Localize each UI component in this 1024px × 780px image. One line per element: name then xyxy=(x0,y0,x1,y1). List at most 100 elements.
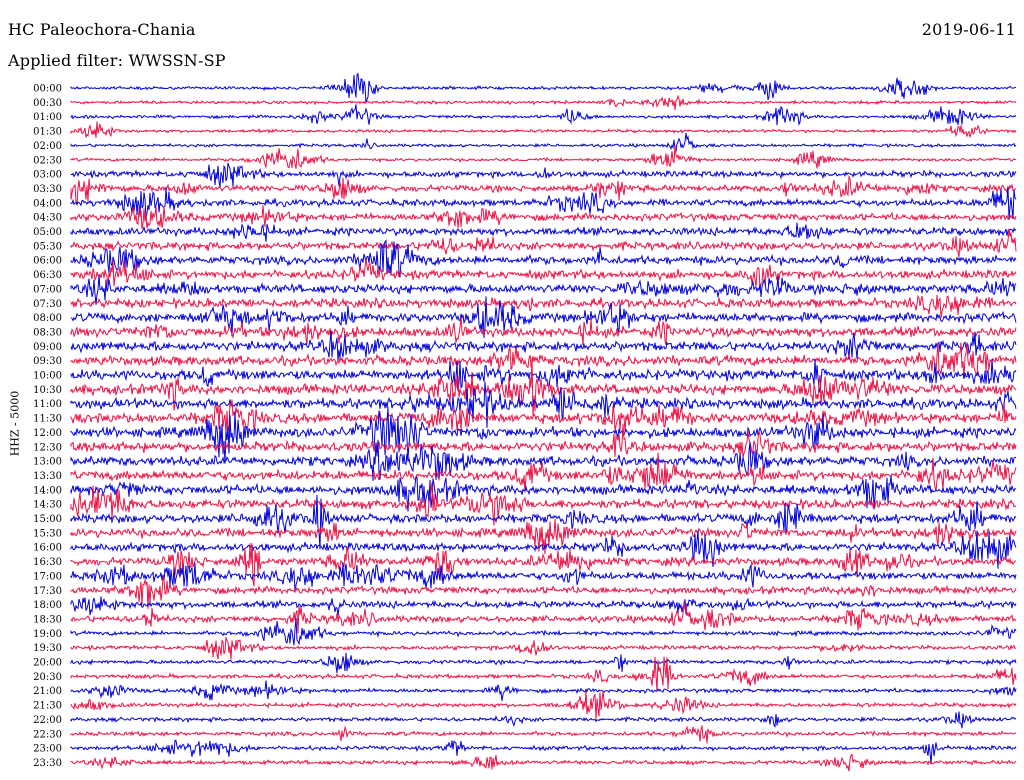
time-tick-label: 14:00 xyxy=(33,485,62,496)
trace-line xyxy=(70,94,1017,111)
time-tick-label: 02:00 xyxy=(33,141,62,152)
trace-line xyxy=(70,739,1017,765)
trace-line xyxy=(70,186,1017,220)
time-tick-label: 10:30 xyxy=(33,385,62,396)
time-tick-label: 01:30 xyxy=(33,127,62,138)
trace-line xyxy=(70,482,1017,526)
trace-line xyxy=(70,475,1016,512)
trace-line xyxy=(70,596,1017,616)
time-tick-label: 07:00 xyxy=(33,284,62,295)
time-tick-label: 10:00 xyxy=(33,371,62,382)
time-tick-label: 05:00 xyxy=(33,227,62,238)
trace-line xyxy=(70,575,1017,609)
trace-line xyxy=(70,258,1017,290)
trace-line xyxy=(70,407,1017,464)
trace-line xyxy=(70,132,1017,153)
trace-line xyxy=(70,618,1017,646)
time-tick-label: 03:30 xyxy=(33,184,62,195)
time-tick-label: 04:00 xyxy=(33,198,62,209)
time-tick-label: 15:30 xyxy=(33,528,62,539)
time-tick-label: 00:00 xyxy=(33,84,62,95)
time-tick-label: 22:00 xyxy=(33,715,62,726)
time-tick-label: 11:00 xyxy=(33,399,62,410)
time-tick-label: 22:30 xyxy=(33,729,62,740)
trace-line xyxy=(70,680,1017,702)
recording-date: 2019-06-11 xyxy=(921,20,1016,39)
time-tick-label: 04:30 xyxy=(33,213,62,224)
time-tick-label: 02:30 xyxy=(33,155,62,166)
time-tick-label: 18:00 xyxy=(33,600,62,611)
trace-line xyxy=(70,711,1017,729)
time-tick-label: 11:30 xyxy=(33,414,62,425)
time-tick-label: 19:30 xyxy=(33,643,62,654)
time-tick-label: 15:00 xyxy=(33,514,62,525)
time-tick-label: 23:30 xyxy=(33,758,62,769)
time-tick-label: 00:30 xyxy=(33,98,62,109)
traces-group xyxy=(70,72,1017,772)
trace-line xyxy=(70,357,1017,417)
trace-line xyxy=(70,358,1017,393)
time-tick-label: 06:00 xyxy=(33,256,62,267)
trace-line xyxy=(70,652,1017,673)
time-tick-label: 18:30 xyxy=(33,614,62,625)
time-tick-label: 16:30 xyxy=(33,557,62,568)
time-tick-label: 09:30 xyxy=(33,356,62,367)
time-tick-label: 17:30 xyxy=(33,586,62,597)
trace-line xyxy=(70,423,1017,459)
time-tick-label: 12:30 xyxy=(33,442,62,453)
time-tick-label: 21:30 xyxy=(33,701,62,712)
time-tick-label: 12:00 xyxy=(33,428,62,439)
trace-line xyxy=(70,656,1017,692)
trace-line xyxy=(70,145,1017,169)
filter-label: Applied filter: WWSSN-SP xyxy=(8,51,226,70)
trace-line xyxy=(70,239,1017,278)
trace-line xyxy=(70,601,1017,634)
time-tick-label: 21:00 xyxy=(33,686,62,697)
time-tick-label: 14:30 xyxy=(33,500,62,511)
time-tick-label: 20:30 xyxy=(33,672,62,683)
time-tick-label: 13:00 xyxy=(33,457,62,468)
trace-line xyxy=(70,274,1017,305)
trace-line xyxy=(70,543,1017,587)
time-tick-label: 01:00 xyxy=(33,112,62,123)
trace-line xyxy=(70,690,1017,720)
time-tick-label: 05:30 xyxy=(33,241,62,252)
time-tick-label: 19:00 xyxy=(33,629,62,640)
time-tick-label: 09:00 xyxy=(33,342,62,353)
trace-line xyxy=(70,381,1017,428)
trace-line xyxy=(70,439,1017,481)
time-tick-label: 08:30 xyxy=(33,327,62,338)
trace-line xyxy=(70,316,1017,346)
trace-line xyxy=(70,104,1017,126)
tick-labels-group: 00:00 00:30 01:00 01:30 02:00 02:30 03:00 03:30… xyxy=(33,84,62,769)
time-tick-label: 13:30 xyxy=(33,471,62,482)
station-title: HC Paleochora-Chania xyxy=(8,20,196,39)
trace-line xyxy=(70,399,1017,437)
trace-line xyxy=(70,753,1017,772)
trace-line xyxy=(70,294,1017,319)
trace-line xyxy=(70,121,1017,138)
trace-line xyxy=(70,341,1017,379)
time-tick-label: 23:00 xyxy=(33,744,62,755)
trace-line xyxy=(70,228,1017,258)
trace-line xyxy=(70,296,1017,338)
trace-line xyxy=(70,162,1017,188)
trace-line xyxy=(70,637,1017,660)
trace-line xyxy=(70,222,1017,242)
trace-line xyxy=(70,530,1017,569)
trace-line xyxy=(70,562,1017,592)
trace-line xyxy=(70,174,1017,206)
time-tick-label: 07:30 xyxy=(33,299,62,310)
time-tick-label: 08:00 xyxy=(33,313,62,324)
trace-line xyxy=(70,330,1017,361)
trace-line xyxy=(70,725,1017,744)
trace-line xyxy=(70,72,1017,104)
time-tick-label: 03:00 xyxy=(33,170,62,181)
time-tick-label: 16:00 xyxy=(33,543,62,554)
time-tick-label: 06:30 xyxy=(33,270,62,281)
trace-line xyxy=(70,205,1017,230)
trace-line xyxy=(70,452,1017,493)
time-tick-label: 20:00 xyxy=(33,658,62,669)
trace-line xyxy=(70,494,1017,550)
